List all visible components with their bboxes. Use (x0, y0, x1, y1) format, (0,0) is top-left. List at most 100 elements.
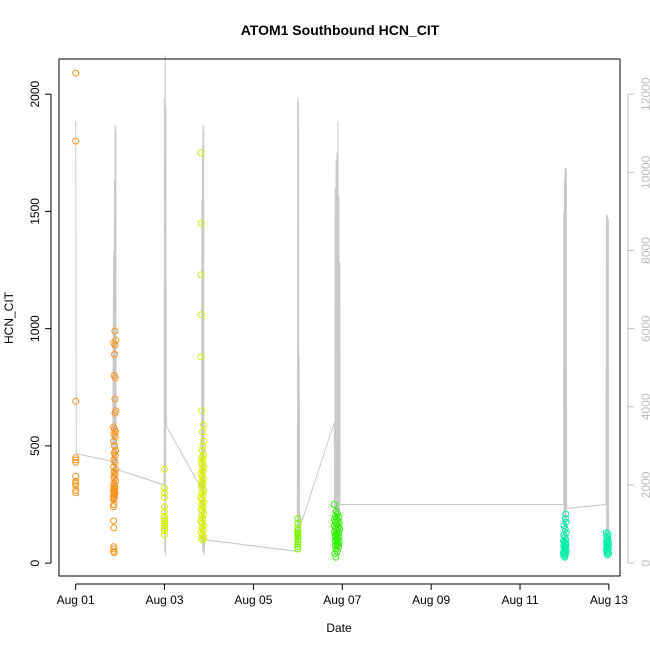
data-point (332, 553, 340, 561)
data-point (294, 540, 302, 548)
x-tick-label: Aug 09 (412, 593, 450, 607)
data-point (197, 219, 205, 227)
x-tick-label: Aug 03 (146, 593, 184, 607)
data-point (72, 479, 80, 487)
data-point (161, 465, 168, 473)
data-point (197, 353, 205, 361)
data-point (110, 517, 118, 525)
data-point (199, 468, 207, 476)
data-point (198, 407, 206, 415)
y-tick-label: 2000 (28, 81, 42, 108)
data-point (110, 496, 118, 504)
data-point (111, 433, 119, 440)
x-tick-label: Aug 13 (590, 593, 628, 607)
y2-tick-label: 0 (639, 559, 650, 566)
data-point (110, 549, 118, 557)
data-point (294, 536, 302, 544)
data-point (72, 472, 80, 480)
data-point (294, 545, 302, 553)
data-point (294, 543, 302, 551)
data-point (603, 551, 611, 559)
data-point (331, 550, 339, 558)
data-point (161, 519, 168, 527)
x-tick-label: Aug 11 (501, 593, 538, 607)
data-point (199, 428, 206, 436)
data-point (197, 271, 205, 279)
data-point (562, 510, 570, 518)
data-point (72, 489, 80, 497)
axes-layer: 0 500 1000 1500 2000 0 2000 4000 6000 8000 10000 12… (28, 77, 650, 607)
data-point (72, 486, 80, 494)
y-tick-label: 1000 (28, 315, 42, 342)
data-point (561, 553, 569, 561)
data-point (72, 456, 80, 464)
data-point (200, 510, 208, 518)
data-point (294, 533, 302, 541)
data-point (111, 395, 119, 403)
data-point (161, 512, 168, 520)
x-tick-label: Aug 07 (323, 593, 361, 607)
y2-tick-label: 6000 (639, 315, 650, 342)
y-tick-label: 1500 (28, 198, 42, 225)
data-point (72, 137, 80, 145)
chart-title: ATOM1 Southbound HCN_CIT (241, 22, 440, 38)
series-5 (560, 510, 613, 561)
y2-tick-label: 10000 (639, 155, 650, 189)
y-axis-title: HCN_CIT (2, 291, 16, 344)
data-point (560, 549, 567, 557)
data-point (200, 463, 208, 471)
data-point (294, 515, 302, 523)
data-point (111, 458, 119, 466)
data-point (161, 524, 168, 532)
series-3 (294, 515, 302, 553)
data-point (72, 477, 80, 485)
scatter-points-layer (72, 69, 613, 561)
data-point (560, 522, 568, 530)
plot-frame (58, 58, 621, 577)
data-point (111, 409, 119, 417)
data-point (72, 397, 80, 405)
series-2 (161, 149, 208, 544)
data-point (161, 517, 168, 525)
data-point (110, 339, 118, 347)
y2-tick-label: 4000 (639, 393, 650, 420)
data-point (605, 550, 613, 558)
data-point (110, 545, 118, 553)
y2-tick-label: 12000 (639, 77, 650, 111)
data-point (112, 336, 120, 344)
data-point (111, 442, 118, 450)
data-point (161, 494, 168, 501)
data-point (200, 437, 208, 445)
data-point (161, 531, 168, 539)
data-point (197, 149, 205, 157)
data-point (111, 451, 119, 459)
data-point (72, 482, 80, 490)
data-point (111, 327, 119, 335)
data-point (161, 489, 168, 497)
y2-tick-label: 2000 (639, 471, 650, 498)
data-point (161, 526, 168, 534)
data-point (110, 524, 118, 532)
data-point (199, 442, 207, 450)
data-point (199, 479, 207, 487)
data-point (161, 484, 168, 492)
data-point (197, 311, 205, 319)
data-point (603, 549, 611, 557)
data-point (334, 510, 342, 518)
x-tick-label: Aug 05 (234, 593, 272, 607)
data-point (294, 519, 302, 527)
data-point (109, 503, 117, 511)
data-point (561, 515, 569, 523)
data-point (111, 350, 118, 358)
data-point (161, 515, 168, 523)
y-tick-label: 0 (28, 559, 42, 566)
y-tick-label: 500 (28, 436, 42, 456)
data-point (294, 538, 302, 546)
series-4 (330, 501, 343, 561)
data-point (72, 454, 80, 462)
data-point (161, 503, 168, 511)
data-point (602, 529, 610, 537)
data-point (198, 447, 206, 455)
